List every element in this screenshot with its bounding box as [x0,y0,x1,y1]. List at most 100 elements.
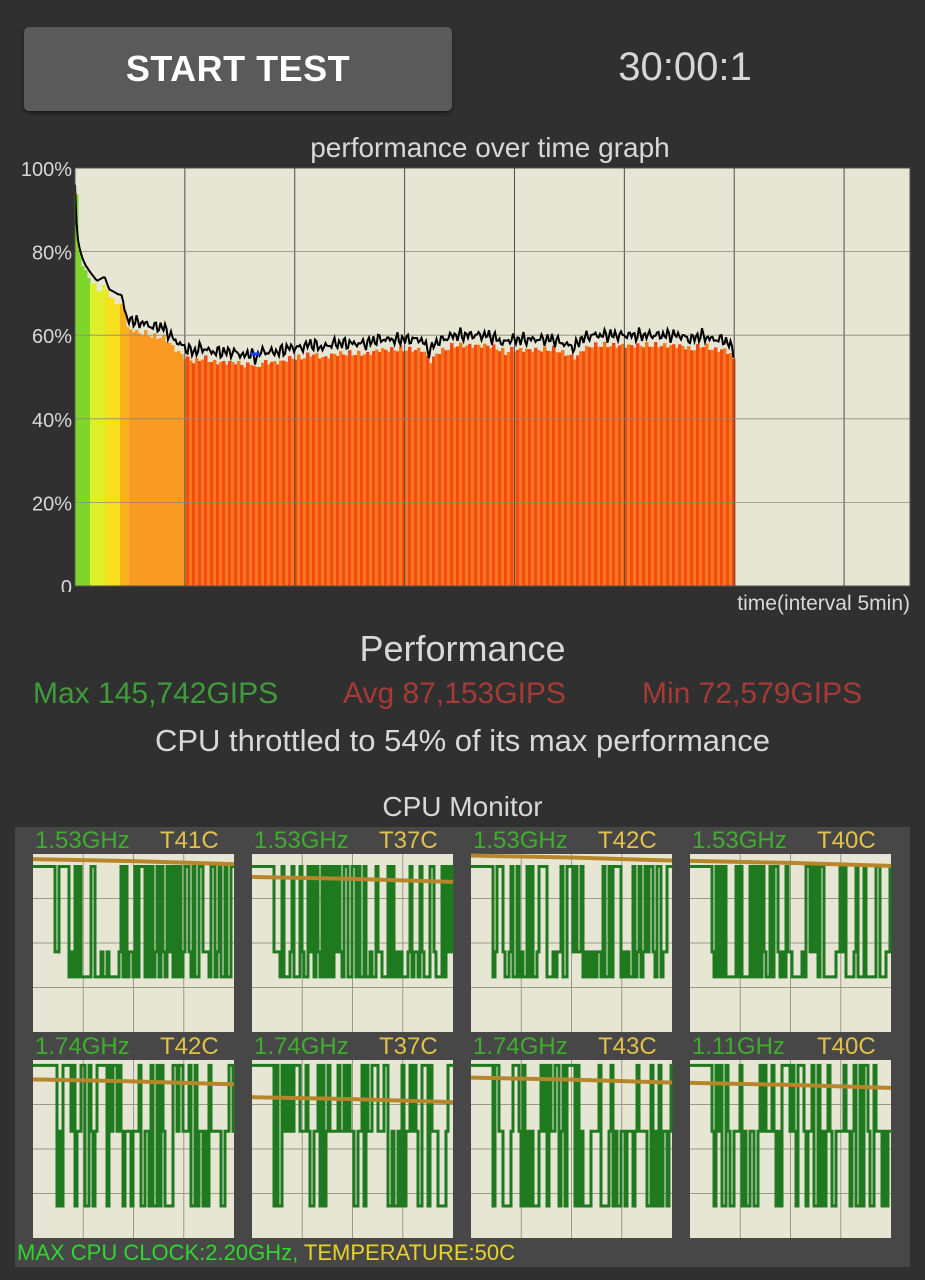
performance-bar [213,359,217,586]
core-temperature-line [470,1075,673,1085]
performance-bar [621,344,625,586]
performance-bar [459,342,463,586]
performance-bar [396,351,400,586]
core-temperature-line [251,1095,454,1105]
performance-bar [723,348,727,586]
performance-bar [594,342,598,586]
performance-bar [315,353,319,586]
y-tick-label: 0 [61,577,72,592]
core-frequency-line [471,1063,673,1208]
performance-bar [558,352,562,586]
performance-bar [441,347,445,586]
performance-bar [168,342,172,586]
performance-bar [468,343,472,586]
core-graph [470,1060,673,1238]
performance-bar [153,333,157,586]
performance-bar [102,284,106,586]
performance-bar [366,351,370,586]
performance-bar [408,346,412,586]
core-temperature-label: T40C [817,1033,876,1060]
performance-bar [291,358,295,586]
y-tick-label: 100% [21,160,72,181]
performance-bar [375,349,379,586]
core-frequency-line [471,864,673,979]
performance-bar [492,344,496,586]
performance-bar [654,341,658,586]
y-tick-label: 20% [32,493,72,515]
performance-bar [378,351,382,586]
performance-bar [711,349,715,586]
performance-bar [225,364,229,586]
core-graph [689,1060,892,1238]
performance-bar [585,345,589,586]
performance-bar [696,344,700,586]
performance-bar [81,266,85,586]
performance-bar [321,357,325,586]
core-temperature-label: T40C [817,827,876,854]
max-cpu-clock: MAX CPU CLOCK:2.20GHz, [17,1240,299,1265]
performance-bar [672,344,676,586]
performance-bar [657,347,661,586]
core-temperature-line [689,1080,892,1090]
performance-bar [384,349,388,586]
y-tick-label: 40% [32,410,72,432]
performance-bar [486,345,490,586]
cpu-monitor-graphs [32,853,892,1238]
performance-bar [579,351,583,586]
performance-bar [690,350,694,586]
performance-bar [699,347,703,586]
performance-bar [78,249,82,586]
performance-bar [243,367,247,586]
performance-bar [417,347,421,586]
performance-bar [84,270,88,586]
performance-bar [453,347,457,586]
core-temperature-line [689,858,892,868]
performance-bar [177,350,181,586]
performance-bar [267,364,271,586]
performance-bar [597,346,601,586]
performance-bar [387,351,391,586]
performance-bar [240,365,244,586]
performance-bar [456,346,460,586]
performance-bar [300,359,304,586]
performance-bar [678,344,682,586]
performance-bar [360,355,364,586]
performance-bar [645,342,649,586]
performance-bar [483,343,487,586]
performance-bar [480,347,484,586]
performance-bar [201,359,205,586]
start-test-button[interactable]: START TEST [24,27,452,111]
performance-bar [675,347,679,586]
core-frequency-line [33,864,235,979]
core-temperature-label: T42C [598,827,657,854]
performance-bar [348,350,352,586]
performance-bar [495,349,499,586]
performance-bar [147,335,151,586]
performance-bar [237,360,241,586]
performance-bar [510,346,514,586]
time-axis-label: time(interval 5min) [737,592,910,615]
performance-bar [171,345,175,586]
core-frequency-label: 1.74GHz [473,1033,568,1060]
avg-performance: Avg 87,153GIPS [343,677,566,710]
performance-bar [216,364,220,586]
performance-bar [165,341,169,586]
core-graph [32,854,235,1032]
performance-bar [435,353,439,586]
performance-bar [540,351,544,586]
performance-bar [306,352,310,586]
core-frequency-line [690,1063,892,1208]
performance-bar [489,348,493,586]
performance-bar [432,356,436,586]
performance-bar [342,354,346,586]
performance-bar [423,351,427,586]
performance-bar [414,349,418,586]
performance-bar [204,355,208,586]
performance-bar [120,304,124,586]
core-temperature-label: T41C [160,827,219,854]
performance-bar [198,361,202,586]
core-frequency-line [252,864,454,979]
core-frequency-line [252,1063,454,1208]
performance-bar [519,348,523,586]
performance-line [74,184,735,365]
